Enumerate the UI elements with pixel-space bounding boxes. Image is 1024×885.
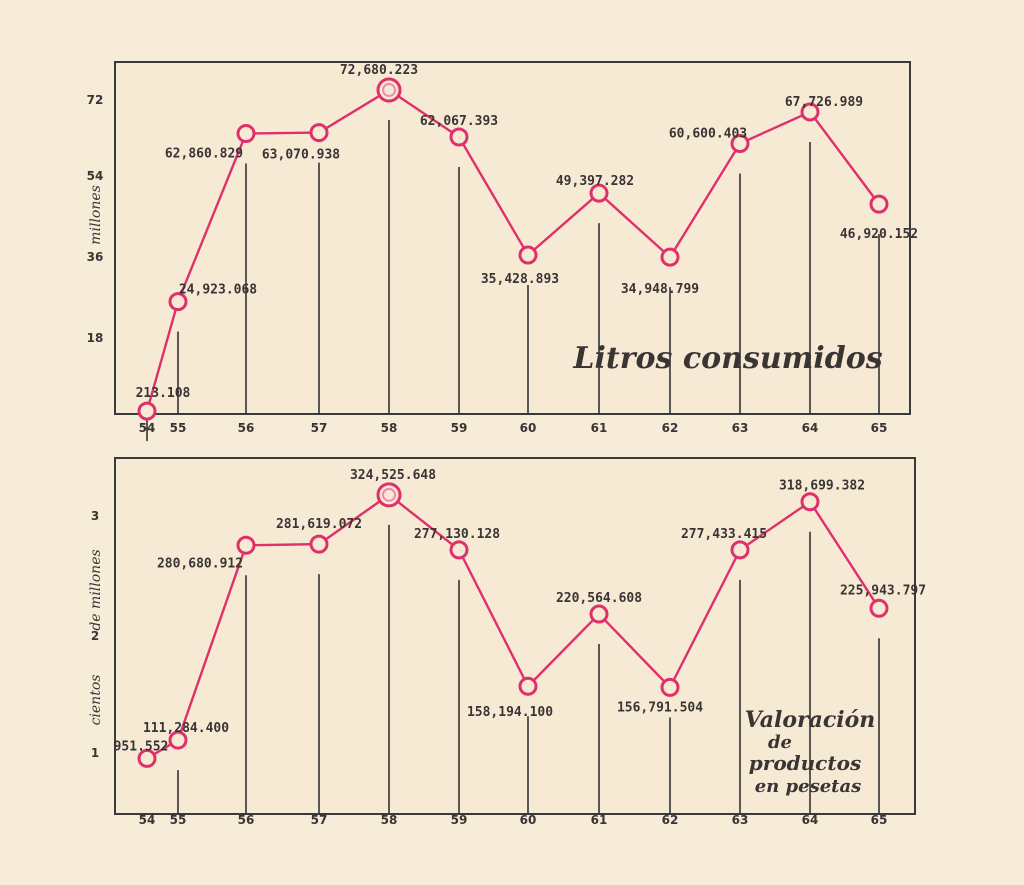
top-data-point [309,123,329,143]
top-chart-title: Litros consumidos [572,341,882,376]
bottom-data-point [869,598,889,618]
bottom-data-label: 220,564.608 [556,591,642,606]
top-data-label: 72,680.223 [340,63,418,78]
top-data-label: 49,397.282 [556,174,634,189]
top-x-tick-label: 55 [170,421,187,435]
bottom-title-line-2: de [768,732,792,753]
bottom-data-point [449,540,469,560]
top-y-tick-label: 18 [87,331,104,345]
top-data-label: 62,860.829 [165,147,243,162]
top-y-tick-label: 54 [87,169,104,183]
top-chart-frame [114,61,911,415]
top-data-point [449,127,469,147]
top-x-tick-label: 58 [381,421,398,435]
top-x-tick-label: 60 [520,421,537,435]
top-x-tick-label: 62 [662,421,679,435]
bottom-chart: 1 2 3 54 55 56 57 58 59 60 61 62 63 64 65 951.552 111,28… [91,468,926,827]
bottom-data-point [589,604,609,624]
top-data-label: 24,923.068 [179,283,257,298]
bottom-data-point [309,534,329,554]
top-data-label: 213.108 [136,386,191,401]
bottom-ylabel-part-2: de millones [88,549,104,630]
bottom-x-tick-label: 65 [871,813,888,827]
bottom-data-label: 281,619.072 [276,517,362,532]
top-data-point [376,77,402,103]
bottom-data-label: 277,130.128 [414,527,500,542]
top-data-label: 60,600.403 [669,127,747,142]
bottom-data-point [236,535,256,555]
top-data-label: 63,070.938 [262,148,340,163]
bottom-data-label: 111,284.400 [143,721,229,736]
bottom-x-tick-label: 59 [451,813,468,827]
bottom-x-tick-label: 64 [802,813,819,827]
bottom-title-line-3: productos [749,751,861,775]
top-data-point [730,134,750,154]
top-data-label: 34,948.799 [621,282,699,297]
top-data-point [518,245,538,265]
top-x-tick-label: 63 [732,421,749,435]
top-x-tick-label: 64 [802,421,819,435]
top-ylabel: millones [88,185,104,245]
bottom-data-point [518,676,538,696]
top-x-tick-label: 56 [238,421,255,435]
bottom-y-tick-label: 3 [91,509,99,523]
bottom-title-line-1: Valoración [745,707,876,733]
bottom-x-tick-label: 62 [662,813,679,827]
top-chart: 18 36 54 72 54 55 56 57 58 59 60 61 62 63 64 65 213.108 2… [87,63,918,442]
top-x-tick-label: 65 [871,421,888,435]
bottom-title-line-4: en pesetas [755,776,862,797]
bottom-x-tick-label: 58 [381,813,398,827]
bottom-x-tick-label: 57 [311,813,328,827]
top-data-point [869,194,889,214]
bottom-data-label: 318,699.382 [779,479,865,494]
bottom-data-label: 280,680.912 [157,556,243,571]
bottom-data-label: 225,943.797 [840,583,926,598]
bottom-x-tick-label: 63 [732,813,749,827]
bottom-chart-frame [114,457,916,815]
bottom-data-point [800,492,820,512]
top-x-tick-label: 57 [311,421,328,435]
top-data-label: 62,067.393 [420,114,498,129]
bottom-data-label: 324,525.648 [350,468,436,483]
bottom-data-point [730,540,750,560]
top-data-point [168,292,188,312]
top-data-label: 35,428.893 [481,272,559,287]
bottom-y-tick-label: 2 [91,629,99,643]
bottom-data-point [660,677,680,697]
bottom-data-label: 156,791.504 [617,700,703,715]
bottom-x-tick-label: 54 [139,813,156,827]
top-data-point [589,183,609,203]
bottom-x-tick-label: 60 [520,813,537,827]
top-y-tick-label: 72 [87,93,104,107]
bottom-data-label: 951.552 [114,739,169,754]
top-x-tick-label: 59 [451,421,468,435]
bottom-y-tick-label: 1 [91,746,99,760]
bottom-data-point [376,482,402,508]
top-data-label: 67,726.989 [785,95,863,110]
top-data-point [800,102,820,122]
top-data-point [236,124,256,144]
bottom-data-point-inner [382,487,396,502]
top-series-line [145,88,880,412]
bottom-data-point [168,730,188,750]
top-data-point [137,401,157,421]
bottom-ylabel-part-1: cientos [88,675,104,726]
bottom-data-point [137,748,157,768]
top-data-point [660,247,680,267]
bottom-data-label: 277,433.415 [681,527,767,542]
bottom-x-tick-label: 61 [591,813,608,827]
top-x-tick-label: 61 [591,421,608,435]
bottom-x-tick-label: 55 [170,813,187,827]
bottom-data-label: 158,194.100 [467,705,553,720]
top-data-label: 46,920.152 [840,227,918,242]
top-x-tick-label: 54 [139,421,156,435]
bottom-x-tick-label: 56 [238,813,255,827]
bottom-series-line [146,493,881,760]
top-data-point-inner [382,83,396,98]
top-y-tick-label: 36 [87,250,104,264]
